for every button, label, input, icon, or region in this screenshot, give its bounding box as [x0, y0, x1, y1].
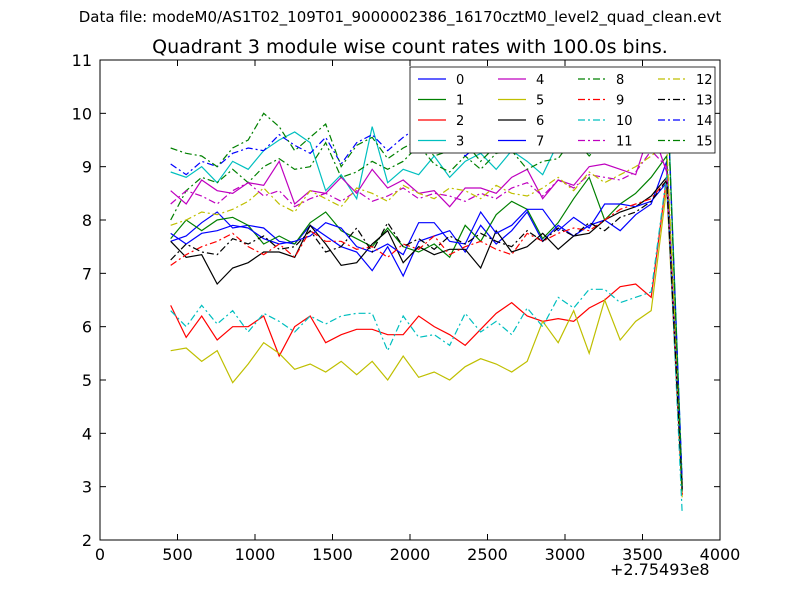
- y-tick-label: 3: [82, 478, 92, 497]
- figure-suptitle: Data file: modeM0/AS1T02_109T01_90000023…: [78, 8, 722, 26]
- series-line-0: [170, 161, 683, 493]
- x-tick-label: 4000: [700, 545, 741, 564]
- y-tick-label: 8: [82, 211, 92, 230]
- series-line-10: [170, 174, 683, 514]
- legend-label-0: 0: [456, 73, 464, 88]
- legend-box: [409, 66, 716, 154]
- x-axis-offset-label: +2.75493e8: [610, 560, 710, 579]
- legend-label-7: 7: [536, 135, 544, 150]
- legend-label-5: 5: [536, 94, 544, 109]
- series-line-7: [170, 181, 683, 490]
- x-tick-label: 2500: [467, 545, 508, 564]
- legend-label-8: 8: [616, 73, 624, 88]
- series-line-9: [170, 178, 683, 495]
- series-line-6: [170, 175, 683, 487]
- chart-title: Quadrant 3 module wise count rates with …: [152, 36, 668, 58]
- y-tick-label: 7: [82, 264, 92, 283]
- y-tick-label: 5: [82, 371, 92, 390]
- y-tick-label: 6: [82, 318, 92, 337]
- y-tick-label: 11: [72, 51, 92, 70]
- x-tick-label: 500: [162, 545, 193, 564]
- legend-label-12: 12: [696, 73, 713, 88]
- legend-label-11: 11: [616, 135, 633, 150]
- series-line-11: [170, 149, 683, 485]
- x-tick-label: 1500: [312, 545, 353, 564]
- legend-label-3: 3: [456, 135, 464, 150]
- y-tick-label: 10: [72, 104, 92, 123]
- series-line-13: [170, 178, 683, 490]
- x-tick-label: 2000: [390, 545, 431, 564]
- legend-label-10: 10: [616, 114, 633, 129]
- x-tick-label: 3500: [622, 545, 663, 564]
- series-line-4: [170, 124, 683, 485]
- x-tick-label: 1000: [235, 545, 276, 564]
- x-tick-label: 3000: [545, 545, 586, 564]
- series-line-12: [170, 141, 683, 487]
- series-line-5: [170, 187, 683, 498]
- y-tick-label: 4: [82, 424, 92, 443]
- legend-label-2: 2: [456, 114, 464, 129]
- y-tick-label: 9: [82, 158, 92, 177]
- series-layer: [170, 73, 683, 514]
- legend-label-9: 9: [616, 94, 624, 109]
- series-line-2: [170, 177, 683, 495]
- legend-label-13: 13: [696, 94, 713, 109]
- legend-label-14: 14: [696, 114, 713, 129]
- legend-label-6: 6: [536, 114, 544, 129]
- series-line-1: [170, 154, 683, 487]
- legend-label-15: 15: [696, 135, 713, 150]
- legend-label-4: 4: [536, 73, 544, 88]
- y-tick-label: 2: [82, 531, 92, 550]
- x-tick-label: 0: [95, 545, 105, 564]
- tick-layer: 0 500 1000 1500 2000 2500 3000 3500 4000 2 3 4 5 6 7 8 9…: [72, 51, 741, 564]
- legend-label-1: 1: [456, 94, 464, 109]
